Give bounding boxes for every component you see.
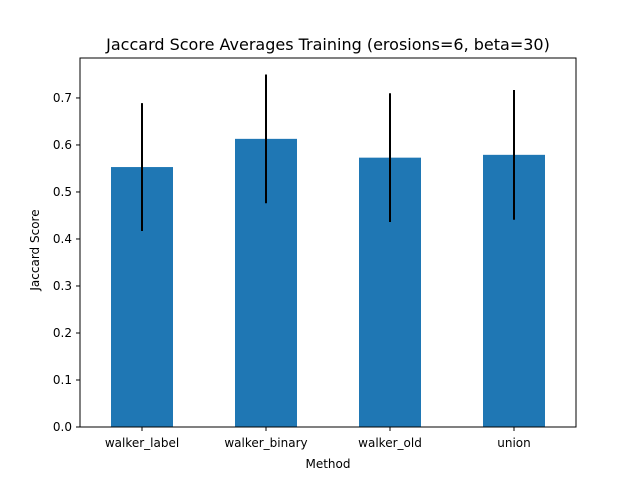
errorbars-group [141, 74, 515, 231]
y-tick-label: 0.0 [53, 420, 72, 434]
y-tick-label: 0.5 [53, 185, 72, 199]
y-tick-label: 0.4 [53, 232, 72, 246]
y-tick-label: 0.2 [53, 326, 72, 340]
bars-group [111, 138, 545, 427]
plot-frame [79, 57, 577, 428]
x-tick-label: walker_binary [224, 436, 307, 450]
y-axis: 0.0 0.1 0.2 0.3 0.4 0.5 0.6 0.7 [53, 91, 80, 434]
x-tick-label: walker_old [358, 436, 422, 450]
x-axis-label: Method [305, 457, 350, 471]
x-tick-label: walker_label [105, 436, 179, 450]
y-tick-label: 0.3 [53, 279, 72, 293]
y-tick-label: 0.7 [53, 91, 72, 105]
x-axis: walker_label walker_binary walker_old union [105, 427, 531, 450]
y-tick-label: 0.1 [53, 373, 72, 387]
chart-title: Jaccard Score Averages Training (erosion… [105, 35, 550, 54]
y-tick-label: 0.6 [53, 138, 72, 152]
x-tick-label: union [497, 436, 531, 450]
y-axis-label: Jaccard Score [28, 209, 42, 291]
